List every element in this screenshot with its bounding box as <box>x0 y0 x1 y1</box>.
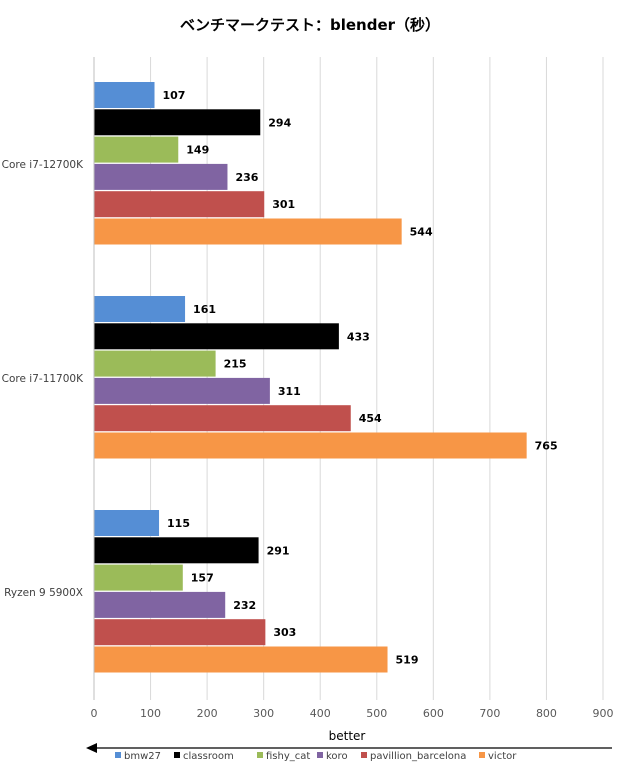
data-label: 301 <box>272 198 295 211</box>
bar-pavillion_barcelona <box>94 405 351 432</box>
bars <box>94 82 527 673</box>
bar-koro <box>94 591 226 618</box>
legend-label-bmw27: bmw27 <box>124 751 161 762</box>
data-label: 236 <box>235 171 258 184</box>
data-label: 232 <box>233 599 256 612</box>
bar-classroom <box>94 537 259 564</box>
legend-swatch-pavillion_barcelona <box>361 752 367 758</box>
x-tick-label: 900 <box>593 707 614 720</box>
bar-koro <box>94 377 270 404</box>
data-label: 115 <box>167 517 190 530</box>
x-tick-label: 400 <box>310 707 331 720</box>
x-tick-label: 300 <box>253 707 274 720</box>
bar-fishy_cat <box>94 350 216 377</box>
legend-swatch-victor <box>479 752 485 758</box>
legend-swatch-bmw27 <box>115 752 121 758</box>
bar-victor <box>94 646 388 673</box>
data-label: 311 <box>278 385 301 398</box>
legend-label-classroom: classroom <box>183 751 234 762</box>
bar-bmw27 <box>94 82 155 108</box>
bar-classroom <box>94 323 339 350</box>
data-label: 215 <box>224 358 247 371</box>
category-label: Ryzen 9 5900X <box>4 587 83 599</box>
data-label: 291 <box>267 544 290 557</box>
x-tick-label: 0 <box>91 707 98 720</box>
axes: 0 100 200 300 400 500 600 700 800 900 Core i7-1270… <box>2 57 614 720</box>
bar-pavillion_barcelona <box>94 619 266 646</box>
annotation-arrowhead <box>86 743 97 753</box>
legend-swatch-fishy_cat <box>257 752 263 758</box>
better-annotation: better <box>86 729 612 753</box>
x-tick-label: 700 <box>479 707 500 720</box>
data-label: 294 <box>268 116 291 129</box>
data-labels: 107 294 149 236 301 544 161 433 215 311 454 765 115 2… <box>163 89 558 667</box>
category-label: Core i7-12700K <box>2 159 84 171</box>
legend-label-koro: koro <box>326 751 348 762</box>
bar-bmw27 <box>94 510 160 536</box>
x-tick-label: 500 <box>366 707 387 720</box>
data-label: 454 <box>359 412 382 425</box>
data-label: 161 <box>193 303 216 316</box>
x-tick-label: 100 <box>140 707 161 720</box>
data-label: 433 <box>347 330 370 343</box>
data-label: 157 <box>191 572 214 585</box>
bar-koro <box>94 163 228 190</box>
category-label: Core i7-11700K <box>2 373 84 385</box>
legend-swatch-koro <box>317 752 323 758</box>
bar-fishy_cat <box>94 564 183 591</box>
chart-title: ベンチマークテスト：blender（秒） <box>180 16 440 34</box>
bar-fishy_cat <box>94 136 179 163</box>
bar-victor <box>94 218 402 245</box>
legend-label-fishy_cat: fishy_cat <box>266 751 310 762</box>
bar-victor <box>94 432 527 459</box>
data-label: 544 <box>410 226 433 239</box>
data-label: 519 <box>396 654 419 667</box>
data-label: 303 <box>273 626 296 639</box>
x-tick-label: 200 <box>197 707 218 720</box>
legend: bmw27 classroom fishy_cat koro pavillion_bar… <box>115 751 517 762</box>
data-label: 107 <box>163 89 186 102</box>
bar-classroom <box>94 109 261 136</box>
legend-label-pavillion_barcelona: pavillion_barcelona <box>370 751 466 762</box>
x-tick-label: 600 <box>423 707 444 720</box>
bar-bmw27 <box>94 296 186 322</box>
x-tick-label: 800 <box>536 707 557 720</box>
data-label: 765 <box>535 440 558 453</box>
bar-pavillion_barcelona <box>94 191 265 218</box>
annotation-text: better <box>329 729 366 743</box>
legend-swatch-classroom <box>174 752 180 758</box>
legend-label-victor: victor <box>488 751 517 762</box>
data-label: 149 <box>186 144 209 157</box>
